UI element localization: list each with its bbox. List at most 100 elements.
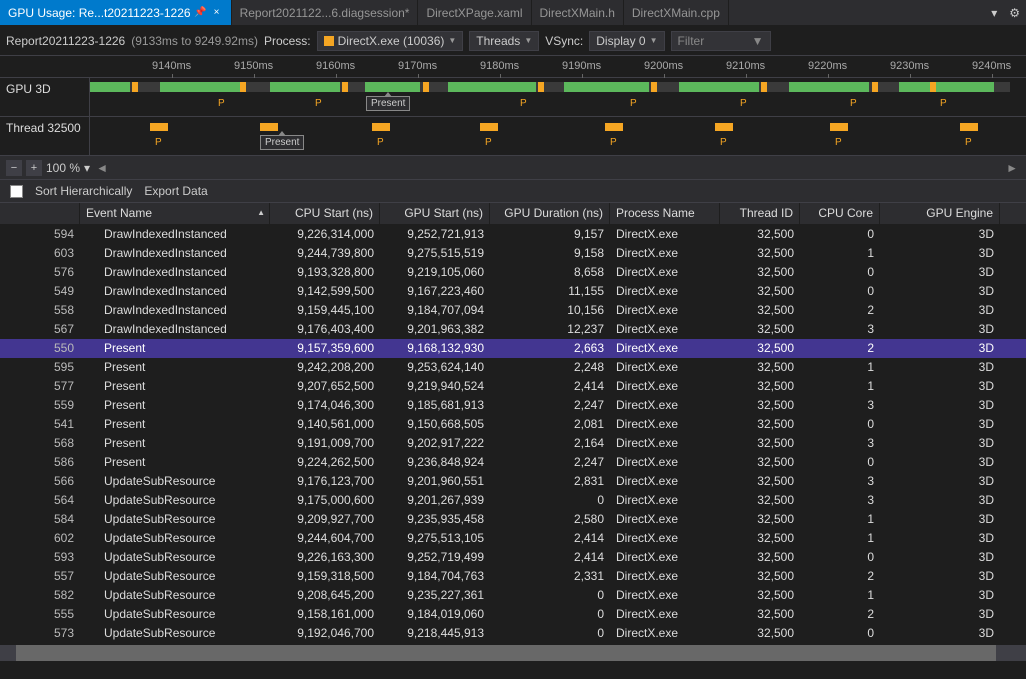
table-row[interactable]: 558DrawIndexedInstanced9,159,445,1009,18… (0, 301, 1026, 320)
scrollbar-thumb[interactable] (16, 645, 996, 661)
column-header-name[interactable]: Event Name▲ (80, 203, 270, 224)
document-tab[interactable]: Report2021122...6.diagsession* (232, 0, 419, 25)
sort-hierarchically-label[interactable]: Sort Hierarchically (35, 184, 132, 198)
document-tab[interactable]: DirectXPage.xaml (418, 0, 531, 25)
present-marker[interactable]: P (485, 137, 492, 148)
scroll-left-button[interactable]: ◄ (94, 161, 110, 175)
gpu-track-body[interactable]: PPPPPPPPPresent (90, 78, 1026, 116)
gpu-activity-bar[interactable] (448, 82, 536, 92)
gpu-activity-bar[interactable] (789, 82, 869, 92)
present-marker[interactable]: P (940, 98, 947, 109)
close-icon[interactable]: × (211, 7, 223, 19)
table-row[interactable]: 557UpdateSubResource9,159,318,5009,184,7… (0, 567, 1026, 586)
thread-activity-segment[interactable] (372, 123, 390, 131)
gpu-activity-bar[interactable] (90, 82, 130, 92)
present-marker[interactable]: P (218, 98, 225, 109)
column-header-gpu_dur[interactable]: GPU Duration (ns) (490, 203, 610, 224)
tab-overflow-dropdown[interactable]: ▾ (985, 0, 1003, 25)
table-row[interactable]: 603DrawIndexedInstanced9,244,739,8009,27… (0, 244, 1026, 263)
table-row[interactable]: 541Present9,140,561,0009,150,668,5052,08… (0, 415, 1026, 434)
zoom-in-button[interactable]: + (26, 160, 42, 176)
present-marker[interactable]: P (965, 137, 972, 148)
present-marker[interactable]: P (740, 98, 747, 109)
document-tab[interactable]: DirectXMain.cpp (624, 0, 729, 25)
gpu-event-marker[interactable] (423, 82, 429, 92)
present-marker[interactable]: P (315, 98, 322, 109)
zoom-dropdown-icon[interactable]: ▾ (84, 161, 90, 175)
thread-activity-segment[interactable] (480, 123, 498, 131)
gpu-event-marker[interactable] (342, 82, 348, 92)
gpu-event-marker[interactable] (651, 82, 657, 92)
gpu-event-marker[interactable] (240, 82, 246, 92)
present-marker[interactable]: P (835, 137, 842, 148)
gpu-event-marker[interactable] (761, 82, 767, 92)
present-marker[interactable]: P (520, 98, 527, 109)
filter-input[interactable]: Filter ▼ (671, 31, 771, 51)
column-header-gpu_start[interactable]: GPU Start (ns) (380, 203, 490, 224)
table-row[interactable]: 593UpdateSubResource9,226,163,3009,252,7… (0, 548, 1026, 567)
export-data-link[interactable]: Export Data (144, 184, 207, 198)
threads-dropdown[interactable]: Threads ▼ (469, 31, 539, 51)
present-marker[interactable]: P (610, 137, 617, 148)
thread-track-body[interactable]: PPPPPPPPPresent (90, 117, 1026, 155)
table-row[interactable]: 550Present9,157,359,6009,168,132,9302,66… (0, 339, 1026, 358)
table-row[interactable]: 594DrawIndexedInstanced9,226,314,0009,25… (0, 225, 1026, 244)
gpu-activity-bar[interactable] (564, 82, 649, 92)
gpu-activity-bar[interactable] (160, 82, 240, 92)
process-dropdown[interactable]: DirectX.exe (10036) ▼ (317, 31, 464, 51)
sort-hierarchically-checkbox[interactable] (10, 185, 23, 198)
document-tab[interactable]: DirectXMain.h (532, 0, 624, 25)
table-row[interactable]: 576DrawIndexedInstanced9,193,328,8009,21… (0, 263, 1026, 282)
table-row[interactable]: 555UpdateSubResource9,158,161,0009,184,0… (0, 605, 1026, 624)
table-row[interactable]: 549DrawIndexedInstanced9,142,599,5009,16… (0, 282, 1026, 301)
thread-activity-segment[interactable] (715, 123, 733, 131)
column-header-core[interactable]: CPU Core (800, 203, 880, 224)
gpu-activity-bar[interactable] (365, 82, 420, 92)
table-row[interactable]: 573UpdateSubResource9,192,046,7009,218,4… (0, 624, 1026, 643)
table-row[interactable]: 595Present9,242,208,2009,253,624,1402,24… (0, 358, 1026, 377)
column-header-engine[interactable]: GPU Engine (880, 203, 1000, 224)
zoom-out-button[interactable]: − (6, 160, 22, 176)
horizontal-scrollbar[interactable] (0, 645, 1026, 661)
gpu-activity-bar[interactable] (270, 82, 340, 92)
column-header-tid[interactable]: Thread ID (720, 203, 800, 224)
scroll-right-button[interactable]: ► (1004, 161, 1020, 175)
gpu-activity-bar[interactable] (899, 82, 994, 92)
table-row[interactable]: 567DrawIndexedInstanced9,176,403,4009,20… (0, 320, 1026, 339)
table-row[interactable]: 584UpdateSubResource9,209,927,7009,235,9… (0, 510, 1026, 529)
table-row[interactable]: 559Present9,174,046,3009,185,681,9132,24… (0, 396, 1026, 415)
table-header[interactable]: Event Name▲CPU Start (ns)GPU Start (ns)G… (0, 203, 1026, 225)
gpu-activity-bar[interactable] (679, 82, 759, 92)
gpu-event-marker[interactable] (538, 82, 544, 92)
column-header-cpu_start[interactable]: CPU Start (ns) (270, 203, 380, 224)
column-header-proc[interactable]: Process Name (610, 203, 720, 224)
table-body[interactable]: 594DrawIndexedInstanced9,226,314,0009,25… (0, 225, 1026, 645)
thread-activity-segment[interactable] (150, 123, 168, 131)
present-marker[interactable]: P (720, 137, 727, 148)
document-tab[interactable]: GPU Usage: Re...t20211223-1226📌× (0, 0, 232, 25)
settings-gear-icon[interactable]: ⚙ (1003, 0, 1026, 25)
present-marker[interactable]: P (850, 98, 857, 109)
table-row[interactable]: 586Present9,224,262,5009,236,848,9242,24… (0, 453, 1026, 472)
present-marker[interactable]: P (630, 98, 637, 109)
thread-activity-segment[interactable] (605, 123, 623, 131)
table-row[interactable]: 566UpdateSubResource9,176,123,7009,201,9… (0, 472, 1026, 491)
table-row[interactable]: 602UpdateSubResource9,244,604,7009,275,5… (0, 529, 1026, 548)
thread-activity-segment[interactable] (960, 123, 978, 131)
vsync-dropdown[interactable]: Display 0 ▼ (589, 31, 664, 51)
thread-activity-segment[interactable] (260, 123, 278, 131)
thread-track[interactable]: Thread 32500 PPPPPPPPPresent (0, 117, 1026, 155)
gpu-3d-track[interactable]: GPU 3D PPPPPPPPPresent (0, 78, 1026, 116)
present-marker[interactable]: P (377, 137, 384, 148)
gpu-event-marker[interactable] (930, 82, 936, 92)
table-row[interactable]: 568Present9,191,009,7009,202,917,2222,16… (0, 434, 1026, 453)
present-marker[interactable]: P (155, 137, 162, 148)
table-row[interactable]: 577Present9,207,652,5009,219,940,5242,41… (0, 377, 1026, 396)
gpu-event-marker[interactable] (132, 82, 138, 92)
column-header-idx[interactable] (0, 203, 80, 224)
table-row[interactable]: 582UpdateSubResource9,208,645,2009,235,2… (0, 586, 1026, 605)
gpu-event-marker[interactable] (872, 82, 878, 92)
table-row[interactable]: 564UpdateSubResource9,175,000,6009,201,2… (0, 491, 1026, 510)
thread-activity-segment[interactable] (830, 123, 848, 131)
gpu-activity-bar[interactable] (994, 82, 1010, 92)
